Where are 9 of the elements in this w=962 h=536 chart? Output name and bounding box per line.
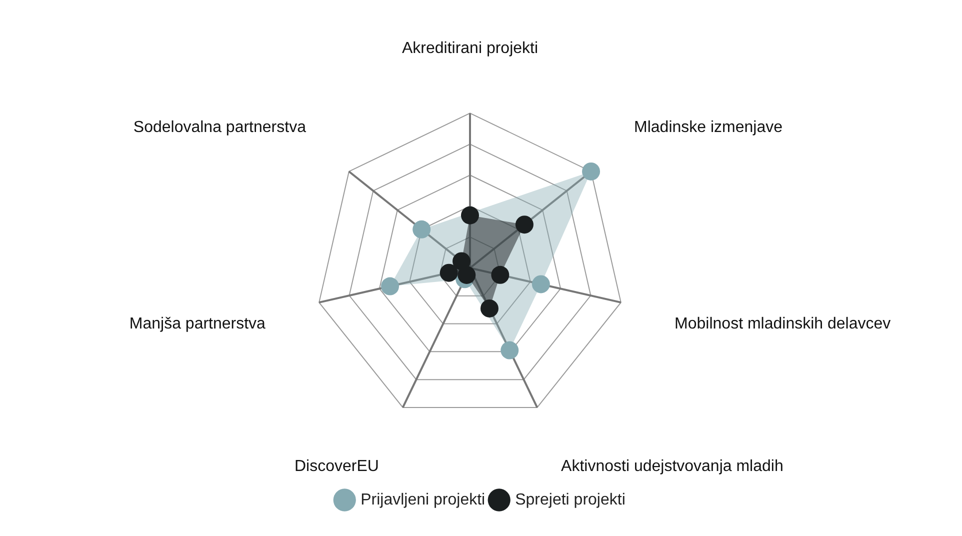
spoke-label: Mobilnost mladinskih delavcev	[674, 316, 891, 333]
spoke-label: Sodelovalna partnerstva	[133, 119, 306, 136]
spoke-label: Mladinske izmenjave	[634, 119, 783, 136]
spoke-label: Aktivnosti udejstvovanja mladih	[561, 458, 784, 476]
spoke-label: Manjša partnerstva	[129, 316, 266, 333]
spoke-label: Akreditirani projekti	[402, 40, 538, 58]
legend-label: Prijavljeni projekti	[360, 491, 486, 508]
legend-label: Sprejeti projekti	[515, 491, 626, 508]
spoke-label: DiscoverEU	[294, 458, 379, 476]
